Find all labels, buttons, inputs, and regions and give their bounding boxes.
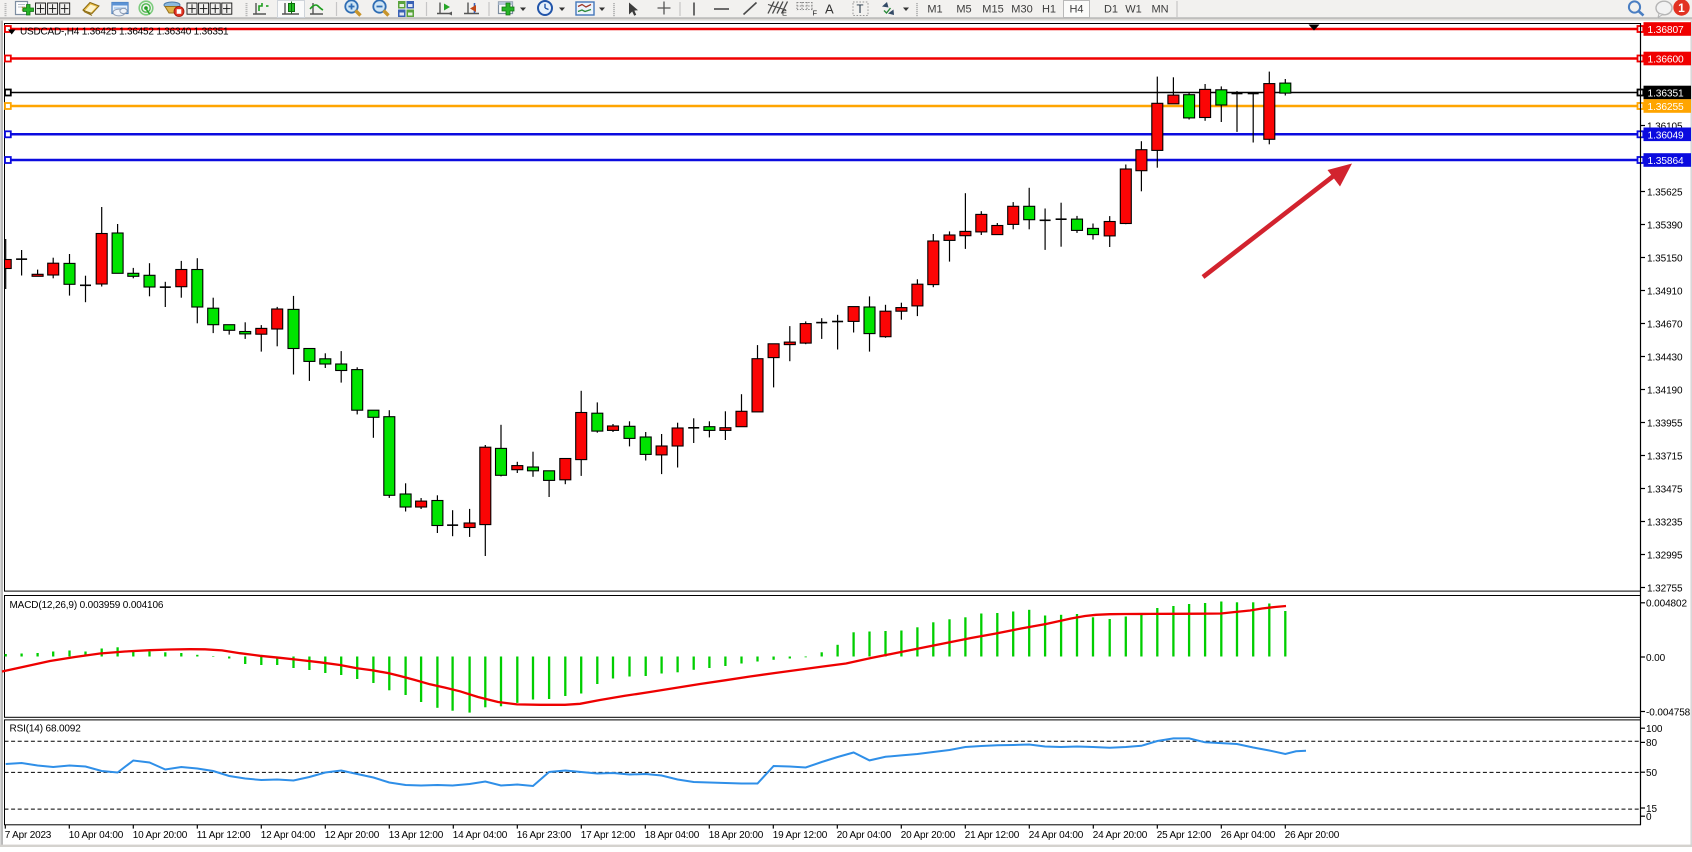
svg-text:1.34190: 1.34190 bbox=[1647, 385, 1683, 396]
svg-text:10 Apr 20:00: 10 Apr 20:00 bbox=[133, 830, 188, 841]
svg-text:1.32755: 1.32755 bbox=[1647, 583, 1683, 594]
svg-text:1.36255: 1.36255 bbox=[1648, 102, 1685, 113]
svg-text:1.33235: 1.33235 bbox=[1647, 517, 1683, 528]
svg-text:1.36105: 1.36105 bbox=[1647, 121, 1683, 132]
svg-text:A: A bbox=[825, 2, 834, 17]
svg-text:14 Apr 04:00: 14 Apr 04:00 bbox=[453, 830, 508, 841]
svg-text:13 Apr 12:00: 13 Apr 12:00 bbox=[389, 830, 444, 841]
svg-text:1.32995: 1.32995 bbox=[1647, 550, 1683, 561]
svg-text:16 Apr 23:00: 16 Apr 23:00 bbox=[517, 830, 572, 841]
svg-text:M1: M1 bbox=[927, 4, 942, 16]
svg-text:17 Apr 12:00: 17 Apr 12:00 bbox=[581, 830, 636, 841]
svg-text:80: 80 bbox=[1646, 738, 1657, 749]
svg-text:W1: W1 bbox=[1125, 4, 1142, 16]
svg-text:18 Apr 20:00: 18 Apr 20:00 bbox=[709, 830, 764, 841]
svg-text:20 Apr 20:00: 20 Apr 20:00 bbox=[901, 830, 956, 841]
svg-text:T: T bbox=[857, 4, 864, 16]
svg-text:24 Apr 20:00: 24 Apr 20:00 bbox=[1093, 830, 1148, 841]
svg-text:RSI(14) 68.0092: RSI(14) 68.0092 bbox=[10, 724, 82, 735]
svg-text:20 Apr 04:00: 20 Apr 04:00 bbox=[837, 830, 892, 841]
svg-text:-0.004758: -0.004758 bbox=[1646, 707, 1691, 718]
svg-text:24 Apr 04:00: 24 Apr 04:00 bbox=[1029, 830, 1084, 841]
svg-text:11 Apr 12:00: 11 Apr 12:00 bbox=[197, 830, 251, 841]
svg-text:0.00: 0.00 bbox=[1646, 653, 1666, 664]
svg-text:1.36600: 1.36600 bbox=[1648, 55, 1685, 66]
svg-text:0: 0 bbox=[1646, 812, 1652, 823]
svg-text:18 Apr 04:00: 18 Apr 04:00 bbox=[645, 830, 700, 841]
svg-text:M30: M30 bbox=[1011, 4, 1032, 16]
svg-text:1.34670: 1.34670 bbox=[1647, 319, 1683, 330]
svg-text:12 Apr 20:00: 12 Apr 20:00 bbox=[325, 830, 380, 841]
svg-text:1.36807: 1.36807 bbox=[1648, 25, 1685, 36]
svg-text:7 Apr 2023: 7 Apr 2023 bbox=[5, 830, 52, 841]
svg-text:1.33955: 1.33955 bbox=[1647, 418, 1683, 429]
svg-text:15: 15 bbox=[1646, 804, 1657, 815]
svg-text:H4: H4 bbox=[1069, 4, 1083, 16]
svg-text:19 Apr 12:00: 19 Apr 12:00 bbox=[773, 830, 828, 841]
svg-text:12 Apr 04:00: 12 Apr 04:00 bbox=[261, 830, 316, 841]
svg-text:21 Apr 12:00: 21 Apr 12:00 bbox=[965, 830, 1020, 841]
svg-text:D1: D1 bbox=[1104, 4, 1118, 16]
svg-text:F: F bbox=[813, 9, 818, 18]
svg-text:M15: M15 bbox=[982, 4, 1003, 16]
svg-text:1.33475: 1.33475 bbox=[1647, 484, 1683, 495]
svg-text:26 Apr 04:00: 26 Apr 04:00 bbox=[1221, 830, 1276, 841]
svg-text:E: E bbox=[782, 9, 787, 18]
svg-text:1.35150: 1.35150 bbox=[1647, 253, 1683, 264]
svg-text:M5: M5 bbox=[956, 4, 971, 16]
svg-text:H1: H1 bbox=[1042, 4, 1056, 16]
svg-text:1.36049: 1.36049 bbox=[1648, 130, 1685, 141]
svg-text:1.35864: 1.35864 bbox=[1648, 156, 1685, 167]
svg-text:USDCAD-,H4 1.36425 1.36452 1.: USDCAD-,H4 1.36425 1.36452 1.36340 1.363… bbox=[20, 27, 229, 38]
svg-text:1: 1 bbox=[1678, 1, 1685, 15]
svg-text:MN: MN bbox=[1151, 4, 1168, 16]
svg-text:1.33715: 1.33715 bbox=[1647, 451, 1683, 462]
svg-text:1.34910: 1.34910 bbox=[1647, 286, 1683, 297]
svg-text:1.36351: 1.36351 bbox=[1648, 89, 1685, 100]
svg-text:1.35390: 1.35390 bbox=[1647, 220, 1683, 231]
svg-text:1.35625: 1.35625 bbox=[1647, 187, 1683, 198]
svg-text:MACD(12,26,9) 0.003959 0.00410: MACD(12,26,9) 0.003959 0.004106 bbox=[10, 600, 164, 611]
svg-text:50: 50 bbox=[1646, 768, 1657, 779]
svg-text:26 Apr 20:00: 26 Apr 20:00 bbox=[1285, 830, 1340, 841]
svg-text:25 Apr 12:00: 25 Apr 12:00 bbox=[1157, 830, 1212, 841]
svg-text:0.004802: 0.004802 bbox=[1646, 599, 1687, 610]
svg-text:1.34430: 1.34430 bbox=[1647, 352, 1683, 363]
svg-text:100: 100 bbox=[1646, 724, 1663, 735]
svg-text:10 Apr 04:00: 10 Apr 04:00 bbox=[69, 830, 124, 841]
